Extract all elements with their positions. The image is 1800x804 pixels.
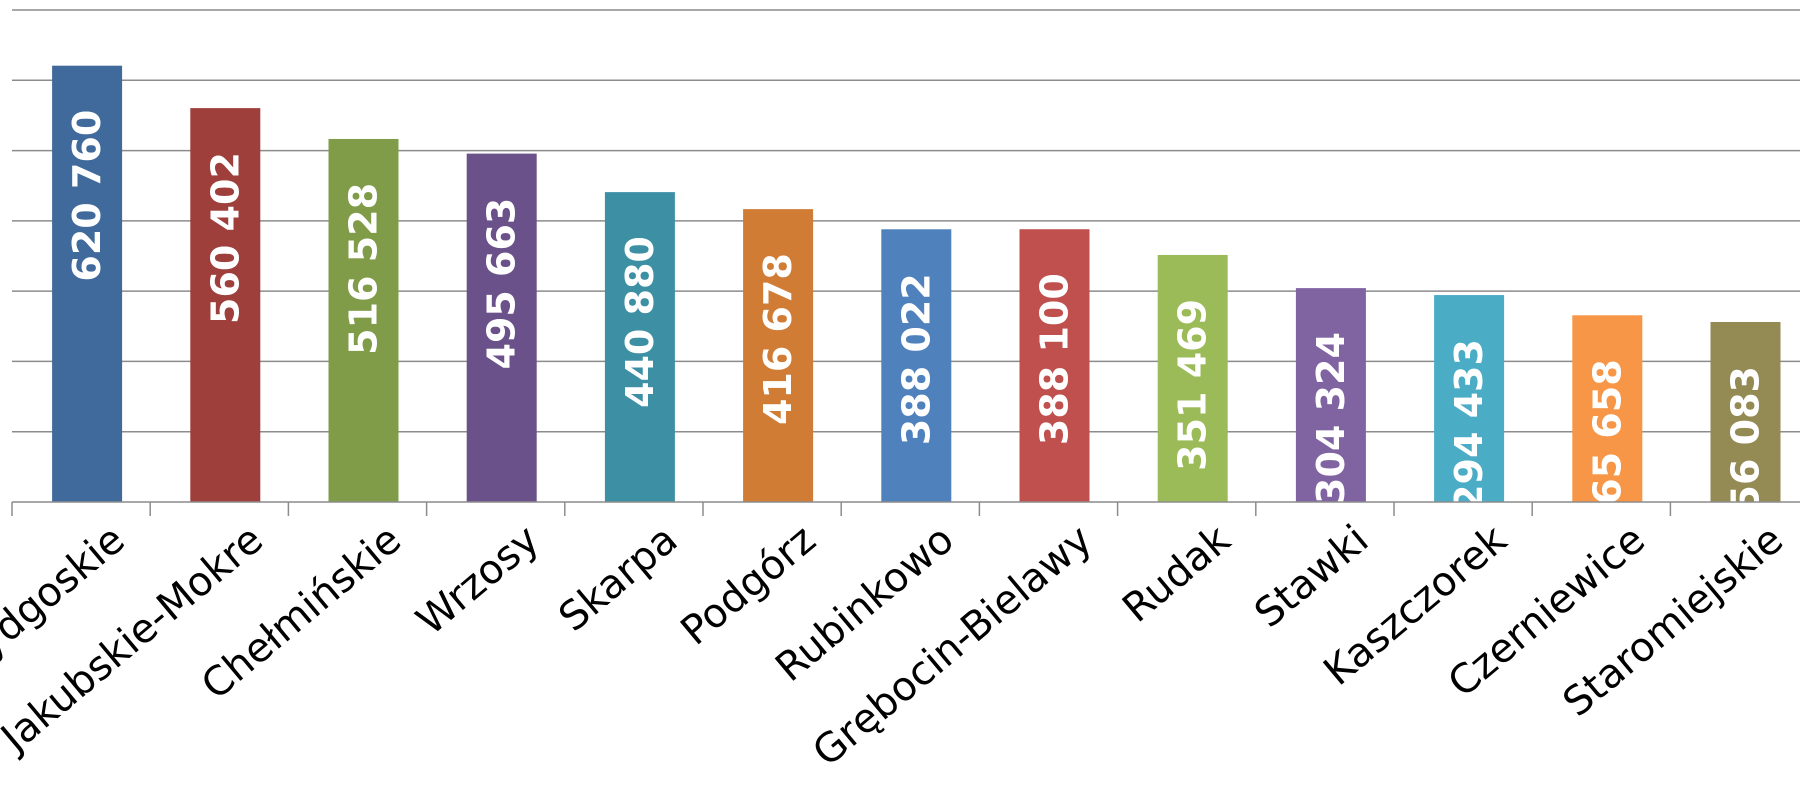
bar (881, 229, 952, 502)
bar (1157, 254, 1228, 502)
data-label: 351 469 (1171, 299, 1215, 471)
data-label: 416 678 (756, 253, 800, 425)
bar (1572, 315, 1643, 502)
data-label: 440 880 (618, 236, 662, 408)
bar (52, 65, 123, 502)
bar (1295, 288, 1366, 502)
data-label: 620 760 (65, 110, 109, 282)
data-label: 304 324 (1309, 332, 1353, 504)
bar (328, 138, 399, 503)
bar (1019, 229, 1090, 503)
category-label: Skarpa (550, 516, 686, 640)
data-label: 388 100 (1033, 273, 1077, 445)
data-label: 495 663 (480, 198, 524, 370)
data-label: 388 022 (894, 273, 938, 445)
data-label: 294 433 (1447, 339, 1491, 511)
x-axis (11, 501, 1800, 516)
data-label: 256 083 (1724, 366, 1768, 538)
data-label: 560 402 (203, 152, 247, 324)
category-labels: BydgoskieJakubskie-MokreChełmińskieWrzos… (0, 516, 1792, 776)
bar (190, 108, 261, 502)
category-label: Rudak (1114, 516, 1240, 632)
data-label: 516 528 (342, 183, 386, 355)
data-label: 265 658 (1585, 359, 1629, 531)
category-label: Stawki (1246, 516, 1377, 636)
bar (604, 192, 675, 503)
category-label: Jakubskie-Mokre (0, 516, 272, 762)
category-label: Wrzosy (408, 516, 548, 644)
bars: 620 760 560 402 516 528 495 663 440 880 416 6… (52, 65, 1781, 538)
bar (1434, 295, 1505, 502)
bar (1710, 322, 1781, 502)
bar (466, 153, 537, 502)
bar (743, 209, 814, 502)
